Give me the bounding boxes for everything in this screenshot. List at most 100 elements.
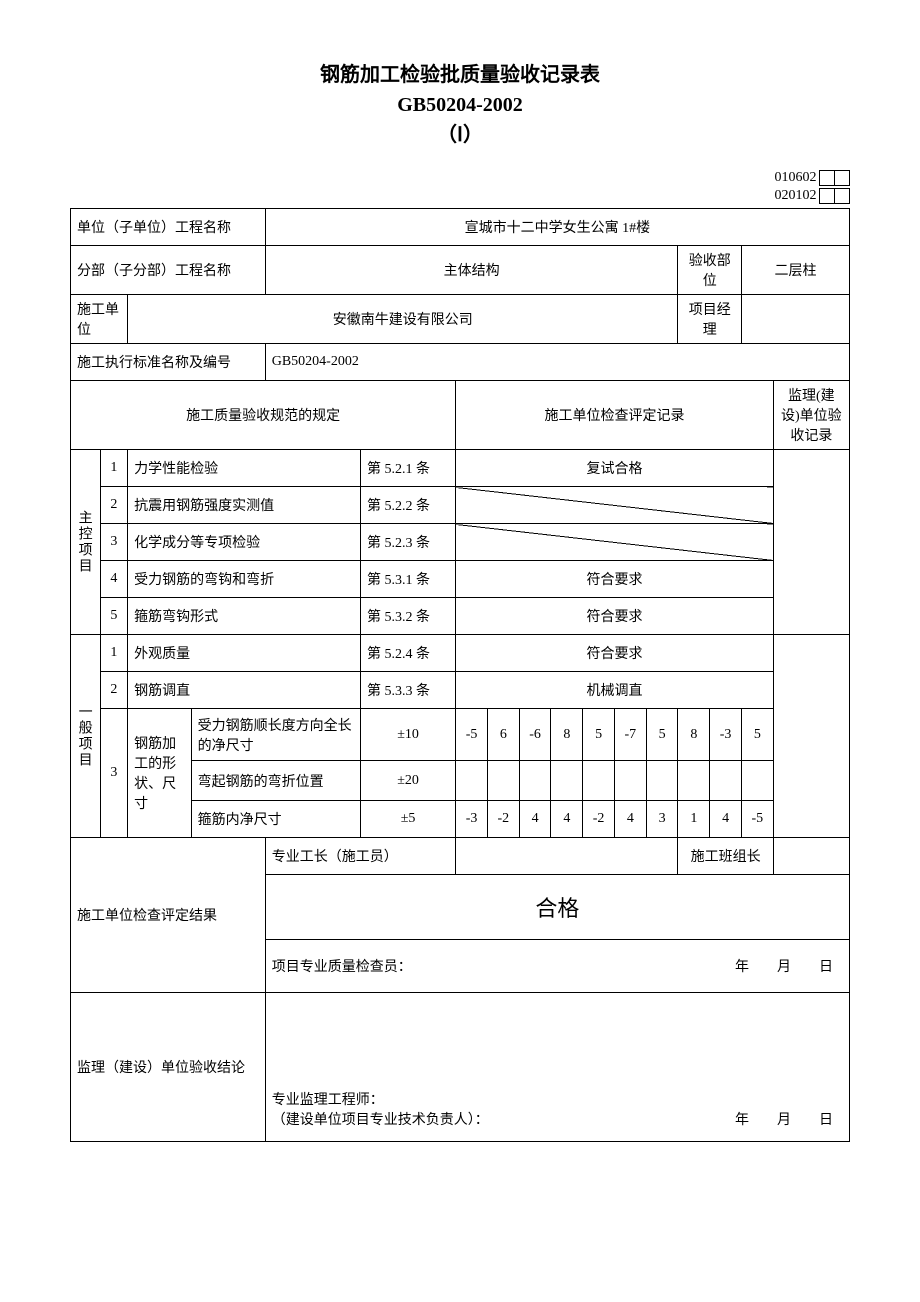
general-category: 一般项目 [71,635,101,838]
v: 3 [646,801,678,838]
v: 8 [678,709,710,761]
item-name: 受力钢筋的弯钩和弯折 [128,561,361,598]
v: -2 [583,801,615,838]
teamleader-label: 施工班组长 [678,838,773,875]
foreman-row: 施工单位检查评定结果 专业工长（施工员） 施工班组长 [71,838,850,875]
master-row-4: 4 受力钢筋的弯钩和弯折 第 5.3.1 条 符合要求 [71,561,850,598]
accept-part-label: 验收部位 [678,246,742,295]
idx: 5 [100,598,128,635]
result-value: 合格 [265,875,849,940]
v: -6 [519,709,551,761]
result: 符合要求 [456,561,774,598]
idx: 1 [100,635,128,672]
v: 5 [583,709,615,761]
foreman-value [456,838,678,875]
tolerance: ±10 [360,709,455,761]
supervisor-row: 监理（建设）单位验收结论 专业监理工程师： （建设单位项目专业技术负责人）： 年… [71,993,850,1142]
v: 4 [551,801,583,838]
v: -5 [456,709,488,761]
general-row-3a: 3 钢筋加工的形状、尺寸 受力钢筋顺长度方向全长的净尺寸 ±10 -5 6 -6… [71,709,850,761]
accept-part-value: 二层柱 [741,246,849,295]
item-name: 力学性能检验 [128,450,361,487]
contractor-value: 安徽南牛建设有限公司 [128,295,678,344]
clause: 第 5.3.1 条 [360,561,455,598]
master-category: 主控项目 [71,450,101,635]
result: 符合要求 [456,635,774,672]
v: -2 [487,801,519,838]
result: 复试合格 [456,450,774,487]
v [741,761,773,801]
row-project: 单位（子单位）工程名称 宣城市十二中学女生公寓 1#楼 [71,209,850,246]
standard-label: 施工执行标准名称及编号 [71,344,266,381]
v [551,761,583,801]
item-name: 箍筋弯钩形式 [128,598,361,635]
v: 5 [741,709,773,761]
result: 机械调直 [456,672,774,709]
idx: 3 [100,524,128,561]
pm-value [741,295,849,344]
v [710,761,742,801]
v [646,761,678,801]
idx: 4 [100,561,128,598]
sub-name: 箍筋内净尺寸 [191,801,360,838]
foreman-label: 专业工长（施工员） [265,838,456,875]
row-subproject: 分部（子分部）工程名称 主体结构 验收部位 二层柱 [71,246,850,295]
clause: 第 5.3.3 条 [360,672,455,709]
v: -7 [614,709,646,761]
row-standard: 施工执行标准名称及编号 GB50204-2002 [71,344,850,381]
v [583,761,615,801]
result-na [456,524,774,561]
v: -3 [710,709,742,761]
title-line1: 钢筋加工检验批质量验收记录表 [70,60,850,90]
row-section-headers: 施工质量验收规范的规定 施工单位检查评定记录 监理(建设)单位验收记录 [71,381,850,450]
supervisor-result-label: 监理（建设）单位验收结论 [71,993,266,1142]
owner-label: （建设单位项目专业技术负责人）： [272,1113,489,1128]
result-label: 施工单位检查评定结果 [71,838,266,993]
master-row-2: 2 抗震用钢筋强度实测值 第 5.2.2 条 [71,487,850,524]
teamleader-value [773,838,849,875]
v: 4 [519,801,551,838]
unit-project-value: 宣城市十二中学女生公寓 1#楼 [265,209,849,246]
sub-project-value: 主体结构 [265,246,678,295]
standard-value: GB50204-2002 [265,344,849,381]
qc-line: 项目专业质量检查员： 年 月 日 [265,940,849,993]
contractor-check-header: 施工单位检查评定记录 [456,381,774,450]
clause: 第 5.3.2 条 [360,598,455,635]
result-na [456,487,774,524]
spec-header: 施工质量验收规范的规定 [71,381,456,450]
idx: 3 [100,709,128,838]
unit-project-label: 单位（子单位）工程名称 [71,209,266,246]
qc-label: 项目专业质量检查员： [272,960,412,975]
pm-label: 项目经理 [678,295,742,344]
v [614,761,646,801]
v [519,761,551,801]
master-row-5: 5 箍筋弯钩形式 第 5.3.2 条 符合要求 [71,598,850,635]
v: -3 [456,801,488,838]
document-title: 钢筋加工检验批质量验收记录表 GB50204-2002 （Ⅰ） [70,60,850,150]
sub-name: 受力钢筋顺长度方向全长的净尺寸 [191,709,360,761]
engineer-label: 专业监理工程师： [272,1089,843,1109]
v [678,761,710,801]
contractor-label: 施工单位 [71,295,128,344]
item-name: 化学成分等专项检验 [128,524,361,561]
clause: 第 5.2.3 条 [360,524,455,561]
item-name: 外观质量 [128,635,361,672]
v: 8 [551,709,583,761]
item-name: 抗震用钢筋强度实测值 [128,487,361,524]
sub-project-label: 分部（子分部）工程名称 [71,246,266,295]
tolerance: ±20 [360,761,455,801]
tolerance: ±5 [360,801,455,838]
v: -5 [741,801,773,838]
clause: 第 5.2.1 条 [360,450,455,487]
row-contractor: 施工单位 安徽南牛建设有限公司 项目经理 [71,295,850,344]
supervisor-cell [773,450,849,635]
form-code-2: 020102 [70,188,850,204]
clause: 第 5.2.2 条 [360,487,455,524]
idx: 2 [100,487,128,524]
idx: 1 [100,450,128,487]
supervisor-header: 监理(建设)单位验收记录 [773,381,849,450]
v: 4 [614,801,646,838]
inspection-table: 单位（子单位）工程名称 宣城市十二中学女生公寓 1#楼 分部（子分部）工程名称 … [70,208,850,1142]
supervisor-sign: 专业监理工程师： （建设单位项目专业技术负责人）： 年 月 日 [265,993,849,1142]
clause: 第 5.2.4 条 [360,635,455,672]
